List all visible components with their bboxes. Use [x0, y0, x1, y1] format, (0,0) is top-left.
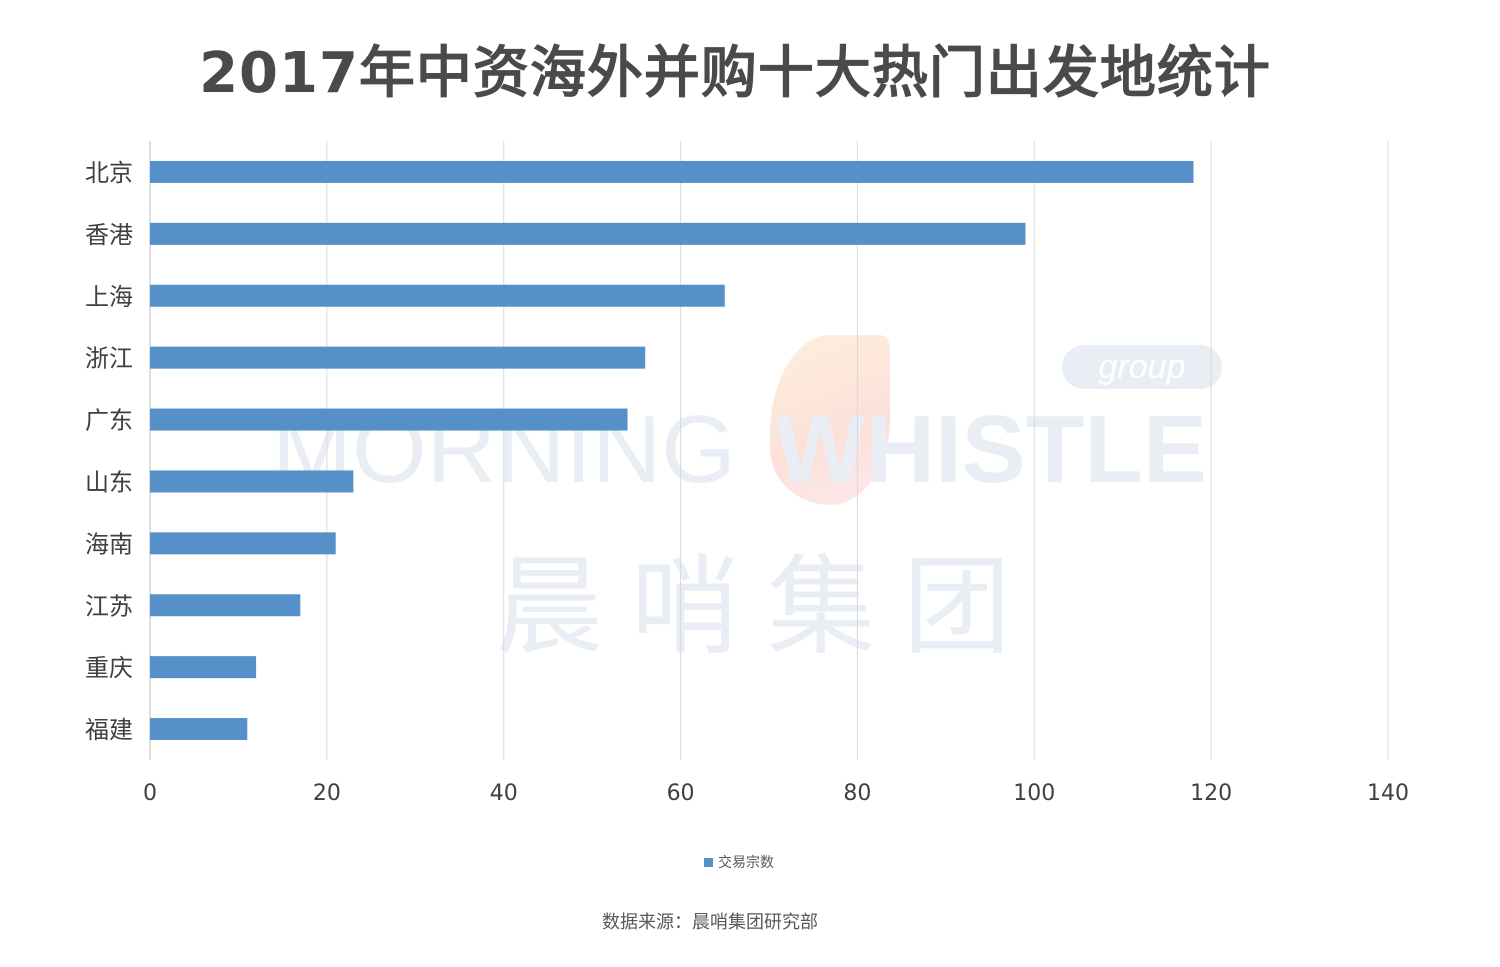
category-label: 广东	[85, 407, 133, 435]
legend-swatch	[704, 857, 713, 867]
chart-title: 2017年中资海外并购十大热门出发地统计	[199, 41, 1271, 106]
watermark-word-whistle: WHISTLE	[775, 396, 1207, 503]
category-label: 海南	[85, 530, 133, 558]
category-label: 江苏	[85, 592, 133, 620]
bar-山东	[150, 470, 354, 493]
bar-香港	[150, 222, 1026, 245]
watermark-flame-logo	[770, 335, 890, 505]
bar-北京	[150, 160, 1194, 183]
x-tick-label: 100	[1013, 781, 1055, 806]
x-tick-label: 80	[843, 781, 871, 806]
bar-江苏	[150, 594, 301, 617]
bar-福建	[150, 718, 248, 741]
x-tick-label: 140	[1367, 781, 1409, 806]
bar-广东	[150, 408, 628, 431]
category-label: 福建	[85, 716, 133, 744]
category-label: 上海	[85, 283, 133, 311]
watermark-group-badge: group	[1062, 345, 1222, 389]
category-label: 北京	[85, 159, 133, 187]
category-label: 山东	[85, 468, 133, 496]
legend-label: 交易宗数	[718, 855, 774, 871]
x-tick-label: 120	[1190, 781, 1232, 806]
legend: 交易宗数	[0, 852, 1478, 872]
bar-浙江	[150, 346, 646, 369]
x-tick-label: 0	[143, 781, 157, 806]
category-label: 重庆	[85, 654, 133, 682]
x-tick-label: 40	[490, 781, 518, 806]
bar-重庆	[150, 656, 257, 679]
bar-海南	[150, 532, 336, 555]
source-note: 数据来源：晨哨集团研究部	[602, 912, 818, 933]
watermark-chinese: 晨哨集团	[495, 545, 1040, 670]
x-tick-label: 60	[667, 781, 695, 806]
category-label: 浙江	[85, 345, 133, 373]
category-label: 香港	[85, 221, 133, 249]
bar-上海	[150, 284, 725, 307]
x-tick-label: 20	[313, 781, 341, 806]
